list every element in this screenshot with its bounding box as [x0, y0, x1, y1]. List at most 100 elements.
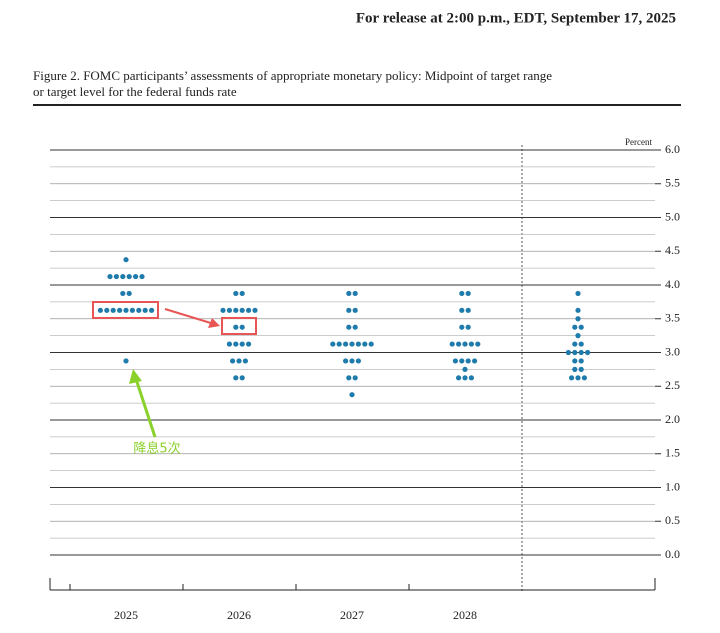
dot	[336, 341, 342, 347]
dot	[236, 358, 242, 364]
dot	[239, 290, 245, 297]
dot	[575, 316, 581, 322]
dot	[133, 273, 139, 280]
dot	[343, 341, 349, 347]
dot	[346, 307, 352, 313]
dot	[465, 324, 471, 330]
dot	[352, 375, 358, 381]
dot	[226, 341, 232, 347]
dot	[120, 273, 126, 280]
highlight-box	[221, 317, 257, 335]
chart-title-line2: or target level for the federal funds ra…	[33, 84, 237, 99]
dot	[129, 307, 135, 313]
dot	[246, 341, 252, 347]
dot	[472, 358, 478, 364]
dot	[142, 307, 148, 313]
x-tick-label: 2028	[453, 608, 477, 622]
y-tick-label: 2.5	[665, 378, 680, 392]
dot	[585, 349, 591, 356]
dot	[126, 290, 132, 297]
dot	[239, 375, 245, 381]
annotation: 降息5次	[133, 441, 180, 457]
dot	[352, 324, 358, 330]
dot	[233, 290, 239, 297]
y-tick-label: 6.0	[665, 142, 680, 156]
dot	[330, 341, 336, 347]
y-tick-label: 5.5	[665, 176, 680, 190]
dot	[465, 358, 471, 364]
y-tick-label: 0.0	[665, 547, 680, 561]
dot	[349, 341, 355, 347]
y-tick-label: 2.0	[665, 412, 680, 426]
dot	[246, 307, 252, 313]
dot	[126, 273, 132, 280]
dot	[233, 324, 239, 330]
dot	[468, 341, 474, 347]
dot	[349, 392, 355, 398]
y-axis-label: Percent	[625, 137, 652, 147]
dot	[242, 358, 248, 364]
dot	[459, 307, 465, 313]
dot	[452, 358, 458, 364]
y-tick-label: 4.0	[665, 277, 680, 291]
y-tick-label: 0.5	[665, 513, 680, 527]
dot	[233, 341, 239, 347]
dot	[110, 307, 116, 313]
dot	[136, 307, 142, 313]
dot	[346, 324, 352, 330]
dot	[239, 341, 245, 347]
dot	[239, 324, 245, 330]
dot	[575, 375, 581, 381]
dot	[107, 273, 113, 280]
dot	[575, 333, 581, 339]
dot	[352, 290, 358, 297]
dot	[368, 341, 374, 347]
x-tick-label: 2026	[227, 608, 251, 622]
dot	[226, 307, 232, 313]
release-note: For release at 2:00 p.m., EDT, September…	[356, 10, 676, 26]
dot	[123, 358, 129, 364]
y-tick-label: 1.0	[665, 479, 680, 493]
dot	[462, 366, 468, 372]
dot	[355, 358, 361, 364]
dot	[578, 349, 584, 356]
dot	[149, 307, 155, 313]
dot	[462, 341, 468, 347]
dot	[578, 324, 584, 330]
plot: 0.0 0.5 1.0 1.5 2.0 2.5 3.0 3.5 4.0 4.5 5.0 5.5 6.0 2…	[50, 142, 680, 622]
y-tick-label: 3.0	[665, 344, 680, 358]
red-arrow	[164, 308, 215, 325]
y-tick-label: 1.5	[665, 446, 680, 460]
dot	[233, 375, 239, 381]
dot	[575, 307, 581, 313]
highlight-box	[92, 301, 159, 319]
dot	[343, 358, 349, 364]
dot	[578, 358, 584, 364]
dot	[230, 358, 236, 364]
dot	[113, 273, 119, 280]
dot	[459, 290, 465, 297]
chart-title: Figure 2. FOMC participants’ assessments…	[33, 68, 552, 83]
x-tick-label: 2027	[340, 608, 364, 622]
dot	[465, 307, 471, 313]
dot	[349, 358, 355, 364]
dot	[97, 307, 103, 313]
y-tick-label: 3.5	[665, 311, 680, 325]
dot	[572, 341, 578, 347]
dot	[123, 307, 129, 313]
dot	[346, 375, 352, 381]
dot	[355, 341, 361, 347]
dot	[465, 290, 471, 297]
dot	[252, 307, 258, 313]
dot	[578, 366, 584, 372]
dot	[456, 341, 462, 347]
dot	[456, 375, 462, 381]
dot	[475, 341, 481, 347]
dot	[578, 341, 584, 347]
dot	[123, 257, 129, 263]
dot	[572, 358, 578, 364]
dot	[569, 375, 575, 381]
dot	[104, 307, 110, 313]
dot	[346, 290, 352, 297]
